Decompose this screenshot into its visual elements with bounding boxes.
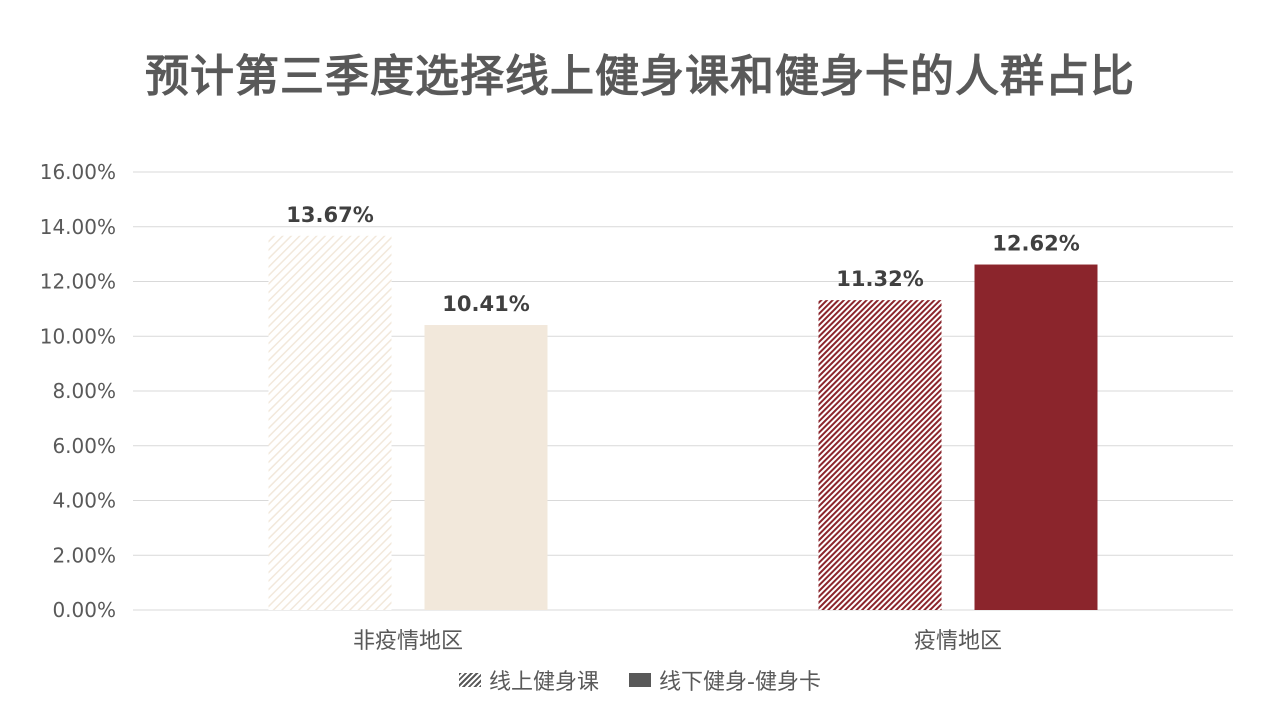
data-label: 12.62% [992,232,1079,256]
y-tick-label: 8.00% [52,379,116,403]
legend: 线上健身课 线下健身-健身卡 [0,664,1280,696]
x-category-label: 疫情地区 [914,629,1002,654]
y-tick-label: 0.00% [52,598,116,622]
y-tick-label: 6.00% [52,434,116,458]
chart-title: 预计第三季度选择线上健身课和健身卡的人群占比 [145,51,1135,102]
y-tick-label: 2.00% [52,543,116,567]
y-tick-label: 16.00% [40,160,116,184]
data-label: 10.41% [442,292,529,316]
data-label: 13.67% [286,203,373,227]
y-tick-label: 4.00% [52,489,116,513]
bar-online-epidemic [818,300,942,610]
bar-online-non-epidemic [268,235,392,610]
y-tick-label: 12.00% [40,270,116,294]
legend-label-online: 线上健身课 [489,670,600,695]
legend-item-online: 线上健身课 [459,664,599,696]
legend-swatch-hatched [459,673,482,687]
data-label: 11.32% [836,267,923,291]
legend-label-offline: 线下健身-健身卡 [659,670,821,695]
y-tick-label: 10.00% [40,324,116,348]
bar-offline-non-epidemic [424,325,548,610]
legend-item-offline: 线下健身-健身卡 [629,664,821,696]
legend-swatch-solid [629,673,652,687]
x-category-label: 非疫情地区 [353,629,463,654]
y-tick-label: 14.00% [40,215,116,239]
bar-offline-epidemic [974,264,1098,610]
